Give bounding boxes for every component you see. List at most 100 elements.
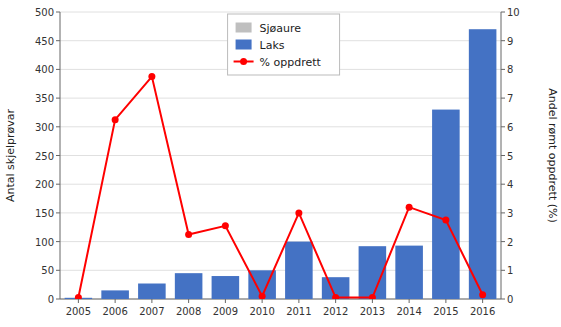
line	[78, 77, 482, 298]
y2-tick-label: 8	[507, 64, 513, 75]
x-tick	[78, 299, 79, 303]
y-tick-label: 0	[48, 294, 54, 305]
x-tick-label: 2014	[396, 306, 421, 317]
line-marker	[369, 294, 376, 299]
x-tick-label: 2011	[286, 306, 311, 317]
y-tick-label: 100	[35, 237, 54, 248]
line-marker	[75, 294, 82, 299]
x-tick-label: 2008	[176, 306, 201, 317]
legend: Sjøaure Laks % oppdrett	[228, 14, 340, 75]
y2-tick	[501, 270, 505, 271]
axes: 0501001502002503003504004505000123456789…	[35, 7, 520, 317]
y-tick-label: 200	[35, 179, 54, 190]
x-tick	[445, 299, 446, 303]
y-axis-label: Antal skjelprøvar	[4, 108, 17, 202]
y2-tick-label: 4	[507, 179, 513, 190]
x-tick-label: 2010	[249, 306, 274, 317]
y2-tick	[501, 126, 505, 127]
x-tick	[482, 299, 483, 303]
line-marker	[295, 209, 302, 216]
bar	[138, 284, 166, 299]
y-tick	[56, 270, 60, 271]
line-marker	[222, 222, 229, 229]
y2-axis-line	[501, 12, 502, 299]
y2-axis-label: Andel rømt oppdrett (%)	[546, 88, 559, 222]
y2-tick-label: 3	[507, 208, 513, 219]
y2-tick-label: 2	[507, 237, 513, 248]
x-tick-label: 2007	[139, 306, 164, 317]
y-tick-label: 450	[35, 36, 54, 47]
y-tick	[56, 241, 60, 242]
x-tick-label: 2016	[470, 306, 495, 317]
bar	[432, 110, 460, 299]
y2-tick-label: 0	[507, 294, 513, 305]
y2-tick	[501, 184, 505, 185]
x-tick	[262, 299, 263, 303]
y2-tick-label: 10	[507, 7, 520, 18]
legend-label: % oppdrett	[260, 56, 322, 69]
y2-tick-label: 5	[507, 151, 513, 162]
x-tick	[409, 299, 410, 303]
y-tick	[56, 69, 60, 70]
y2-tick	[501, 12, 505, 13]
y-tick-label: 300	[35, 122, 54, 133]
y-tick	[56, 299, 60, 300]
y2-tick-label: 6	[507, 122, 513, 133]
x-tick	[151, 299, 152, 303]
line-marker	[479, 291, 486, 298]
y-tick	[56, 40, 60, 41]
y2-tick	[501, 299, 505, 300]
y2-tick	[501, 40, 505, 41]
y-tick	[56, 212, 60, 213]
x-tick-label: 2012	[323, 306, 348, 317]
y-tick-label: 50	[41, 265, 54, 276]
x-tick-label: 2006	[102, 306, 127, 317]
x-tick-label: 2013	[360, 306, 385, 317]
y-tick	[56, 155, 60, 156]
grid-line	[60, 98, 501, 99]
bar	[212, 276, 240, 299]
x-tick-label: 2005	[66, 306, 91, 317]
line-marker	[185, 231, 192, 238]
y2-tick	[501, 98, 505, 99]
bar	[175, 273, 203, 299]
x-tick	[225, 299, 226, 303]
legend-label: Laks	[260, 39, 285, 52]
legend-label: Sjøaure	[260, 22, 302, 35]
line-marker	[406, 204, 413, 211]
y2-tick	[501, 69, 505, 70]
y2-tick-label: 1	[507, 265, 513, 276]
bar	[395, 246, 423, 299]
legend-swatch	[236, 23, 252, 33]
y2-tick	[501, 155, 505, 156]
y2-tick	[501, 212, 505, 213]
x-tick	[115, 299, 116, 303]
x-tick	[188, 299, 189, 303]
bar	[285, 242, 313, 299]
y-tick-label: 350	[35, 93, 54, 104]
y-tick	[56, 12, 60, 13]
x-tick	[372, 299, 373, 303]
y-tick	[56, 184, 60, 185]
line-marker	[259, 293, 266, 299]
line-marker	[112, 116, 119, 123]
legend-box	[228, 14, 340, 75]
grid-line	[60, 12, 501, 13]
x-tick-label: 2009	[213, 306, 238, 317]
x-tick	[335, 299, 336, 303]
chart: 0501001502002503003504004505000123456789…	[0, 0, 561, 327]
y2-tick-label: 7	[507, 93, 513, 104]
bar	[469, 29, 497, 299]
line-marker	[332, 294, 339, 299]
bar	[101, 290, 129, 299]
y-tick	[56, 126, 60, 127]
y-axis-line	[60, 12, 61, 299]
y-tick-label: 250	[35, 151, 54, 162]
x-tick	[298, 299, 299, 303]
y2-tick-label: 9	[507, 36, 513, 47]
y-tick-label: 400	[35, 64, 54, 75]
y-tick-label: 500	[35, 7, 54, 18]
legend-marker	[240, 58, 247, 65]
legend-swatch	[236, 40, 252, 50]
x-tick-label: 2015	[433, 306, 458, 317]
